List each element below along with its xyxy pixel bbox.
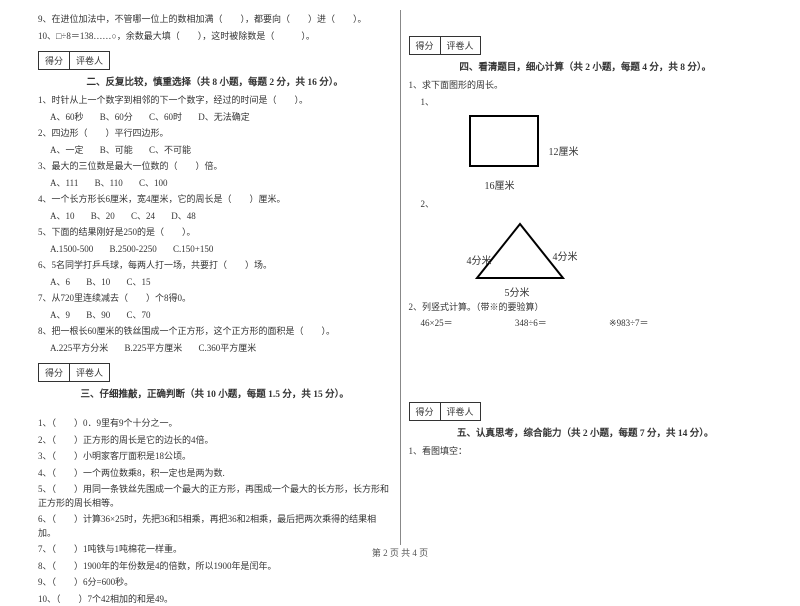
grader-label: 评卷人: [70, 51, 110, 70]
s3q10: 10、（ ）7个42相加的和是49。: [38, 593, 392, 606]
opt-a: A、111: [50, 177, 78, 191]
opt-d: D、48: [171, 210, 196, 224]
s3q5: 5、（ ）用同一条铁丝先围成一个最大的正方形，再围成一个最大的长方形，长方形和正…: [38, 483, 392, 510]
s2q2: 2、四边形（ ）平行四边形。: [38, 127, 392, 141]
square-right-label: 12厘米: [549, 143, 579, 158]
s2q1-opts: A、60秒 B、60分 C、60时 D、无法确定: [50, 111, 392, 125]
score-box-sec5: 得分 评卷人: [409, 402, 763, 421]
opt-a: A、10: [50, 210, 75, 224]
opt-b: B.225平方厘米: [125, 342, 183, 356]
s2q2-opts: A、一定 B、可能 C、不可能: [50, 144, 392, 158]
opt-a: A.225平方分米: [50, 342, 108, 356]
score-label: 得分: [38, 51, 70, 70]
s3q3: 3、（ ）小明家客厅面积是18公顷。: [38, 450, 392, 464]
score-box-sec4: 得分 评卷人: [409, 36, 763, 55]
s2q5: 5、下面的结果刚好是250的是（ ）。: [38, 226, 392, 240]
calc3: ※983÷7＝: [609, 317, 648, 331]
section3-title: 三、仔细推敲，正确判断（共 10 小题，每题 1.5 分，共 15 分）。: [38, 386, 392, 400]
s2q8: 8、把一根长60厘米的铁丝围成一个正方形，这个正方形的面积是（ ）。: [38, 325, 392, 339]
s4q1: 1、求下面图形的周长。: [409, 79, 763, 93]
q9: 9、在进位加法中，不管哪一位上的数相加满（ ），都要向（ ）进（ ）。: [38, 13, 392, 27]
opt-a: A、60秒: [50, 111, 84, 125]
section5-title: 五、认真思考，综合能力（共 2 小题，每题 7 分，共 14 分）。: [409, 425, 763, 439]
fig2-num: 2、: [421, 198, 763, 212]
s3q2: 2、（ ）正方形的周长是它的边长的4倍。: [38, 434, 392, 448]
section2-title: 二、反复比较，慎重选择（共 8 小题，每题 2 分，共 16 分）。: [38, 74, 392, 88]
s2q3: 3、最大的三位数是最大一位数的（ ）倍。: [38, 160, 392, 174]
opt-b: B、20: [91, 210, 115, 224]
s2q5-opts: A.1500-500 B.2500-2250 C.150+150: [50, 243, 392, 257]
opt-a: A、9: [50, 309, 70, 323]
s2q7: 7、从720里连续减去（ ）个8得0。: [38, 292, 392, 306]
s3q4: 4、（ ）一个两位数乘8，积一定也是两为数.: [38, 467, 392, 481]
score-box-sec2: 得分 评卷人: [38, 51, 392, 70]
tri-left-label: 4分米: [467, 252, 492, 267]
grader-label: 评卷人: [441, 402, 481, 421]
grader-label: 评卷人: [441, 36, 481, 55]
opt-a: A、6: [50, 276, 70, 290]
score-label: 得分: [409, 402, 441, 421]
s4q2: 2、列竖式计算。（带※的要验算）: [409, 301, 763, 315]
opt-c: C、100: [139, 177, 168, 191]
calc2: 348÷6＝: [515, 317, 547, 331]
figure-triangle: 4分米 4分米 5分米: [465, 216, 763, 298]
square-bottom-label: 16厘米: [485, 177, 515, 192]
opt-b: B、60分: [100, 111, 133, 125]
s2q4: 4、一个长方形长6厘米，宽4厘米，它的周长是（ ）厘米。: [38, 193, 392, 207]
left-column: 9、在进位加法中，不管哪一位上的数相加满（ ），都要向（ ）进（ ）。 10、□…: [30, 10, 401, 545]
s3q9: 9、（ ）6分=600秒。: [38, 576, 392, 590]
s3q6: 6、（ ）计算36×25时，先把36和5相乘，再把36和2相乘，最后把两次乘得的…: [38, 513, 392, 540]
opt-b: B.2500-2250: [110, 243, 157, 257]
s2q7-opts: A、9 B、90 C、70: [50, 309, 392, 323]
opt-b: B、可能: [100, 144, 133, 158]
opt-c: C、60时: [149, 111, 182, 125]
score-box-sec3: 得分 评卷人: [38, 363, 392, 382]
score-label: 得分: [409, 36, 441, 55]
s2q6: 6、5名同学打乒乓球，每两人打一场，共要打（ ）场。: [38, 259, 392, 273]
s5q1: 1、看图填空：: [409, 445, 763, 459]
opt-a: A、一定: [50, 144, 84, 158]
figure-square: 12厘米 16厘米: [409, 115, 763, 195]
opt-d: D、无法确定: [198, 111, 250, 125]
section4-title: 四、看清题目，细心计算（共 2 小题，每题 4 分，共 8 分）。: [409, 59, 763, 73]
opt-c: C.150+150: [173, 243, 213, 257]
s2q6-opts: A、6 B、10 C、15: [50, 276, 392, 290]
calc-row: 46×25＝ 348÷6＝ ※983÷7＝: [421, 317, 763, 331]
s2q8-opts: A.225平方分米 B.225平方厘米 C.360平方厘米: [50, 342, 392, 356]
s3q1: 1、（ ）0．9里有9个十分之一。: [38, 417, 392, 431]
opt-b: B、90: [86, 309, 110, 323]
s2q4-opts: A、10 B、20 C、24 D、48: [50, 210, 392, 224]
opt-c: C、70: [127, 309, 151, 323]
opt-b: B、10: [86, 276, 110, 290]
tri-bottom-label: 5分米: [505, 284, 530, 299]
tri-right-label: 4分米: [553, 248, 578, 263]
square-shape: [469, 115, 539, 167]
s3q8: 8、（ ）1900年的年份数是4的倍数，所以1900年是闰年。: [38, 560, 392, 574]
grader-label: 评卷人: [70, 363, 110, 382]
opt-c: C.360平方厘米: [199, 342, 257, 356]
opt-c: C、24: [131, 210, 155, 224]
fig1-num: 1、: [421, 96, 763, 110]
s2q3-opts: A、111 B、110 C、100: [50, 177, 392, 191]
opt-b: B、110: [95, 177, 123, 191]
page-footer: 第 2 页 共 4 页: [0, 546, 800, 559]
opt-a: A.1500-500: [50, 243, 93, 257]
opt-c: C、15: [127, 276, 151, 290]
calc1: 46×25＝: [421, 317, 453, 331]
opt-c: C、不可能: [149, 144, 191, 158]
s2q1: 1、时针从上一个数字到相邻的下一个数字，经过的时间是（ ）。: [38, 94, 392, 108]
score-label: 得分: [38, 363, 70, 382]
q10: 10、□÷8＝138……○，余数最大填（ ），这时被除数是（ ）。: [38, 30, 392, 44]
right-column: 得分 评卷人 四、看清题目，细心计算（共 2 小题，每题 4 分，共 8 分）。…: [401, 10, 771, 545]
